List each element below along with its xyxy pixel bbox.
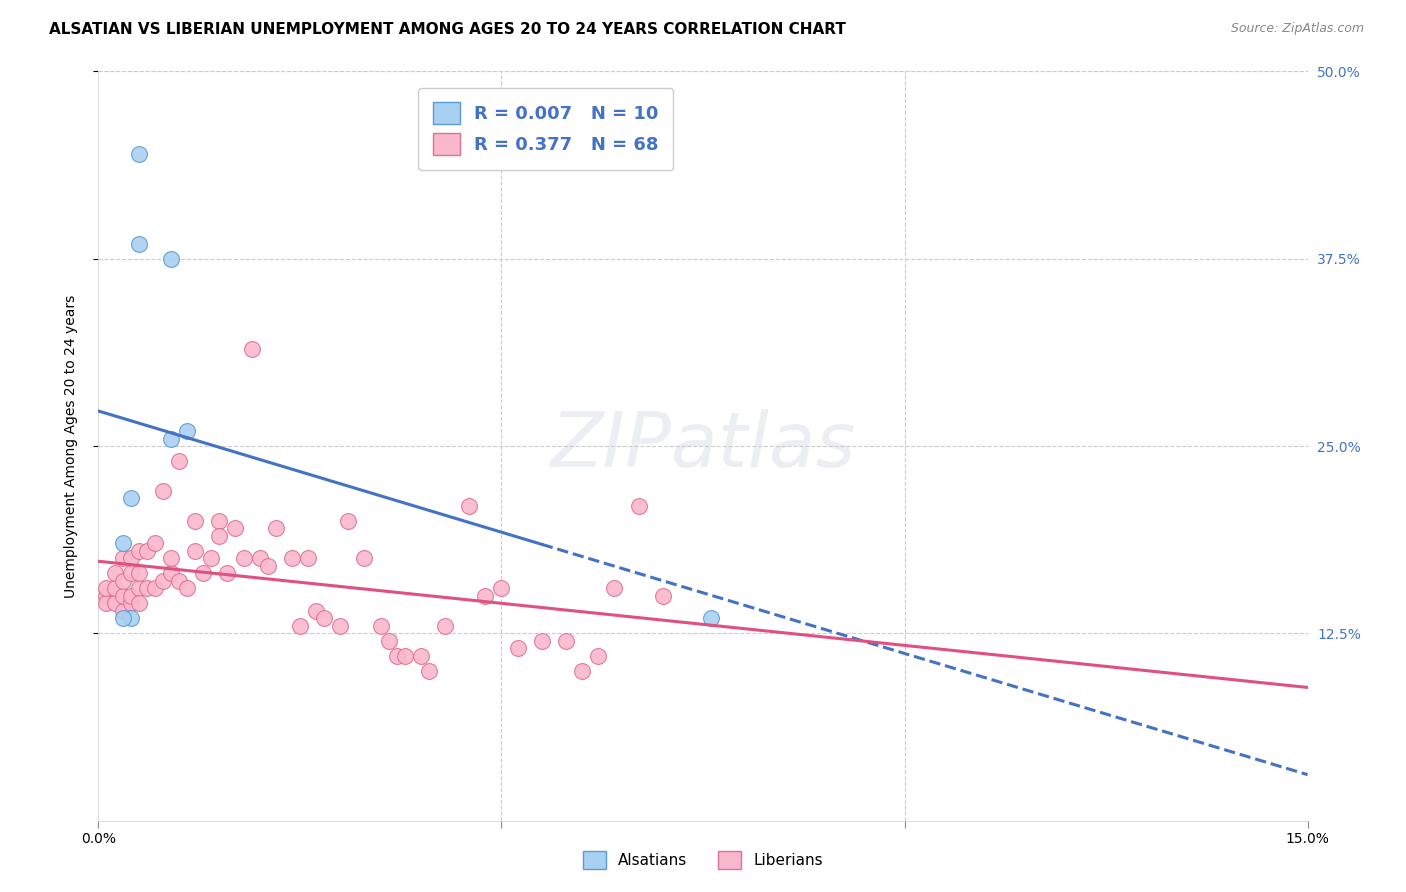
Point: [176, 424, 198, 438]
Point: [160, 252, 183, 266]
Point: [160, 566, 183, 581]
Point: [167, 574, 190, 588]
Legend: R = 0.007   N = 10, R = 0.377   N = 68: R = 0.007 N = 10, R = 0.377 N = 68: [419, 88, 673, 169]
Point: [143, 582, 166, 596]
Point: [530, 633, 553, 648]
Point: [143, 536, 166, 550]
Point: [184, 544, 207, 558]
Point: [249, 551, 271, 566]
Point: [555, 633, 578, 648]
Point: [409, 648, 432, 663]
Point: [96, 589, 118, 603]
Point: [571, 664, 593, 678]
Point: [120, 491, 142, 506]
Point: [120, 596, 142, 610]
Point: [224, 521, 246, 535]
Point: [418, 664, 440, 678]
Text: ZIPatlas: ZIPatlas: [550, 409, 856, 483]
Point: [128, 146, 150, 161]
Point: [103, 566, 125, 581]
Point: [434, 619, 457, 633]
Point: [377, 633, 399, 648]
Y-axis label: Unemployment Among Ages 20 to 24 years: Unemployment Among Ages 20 to 24 years: [63, 294, 77, 598]
Point: [128, 544, 150, 558]
Point: [193, 566, 215, 581]
Point: [208, 514, 231, 528]
Point: [160, 551, 183, 566]
Point: [394, 648, 416, 663]
Point: [700, 611, 723, 625]
Point: [200, 551, 222, 566]
Point: [305, 604, 328, 618]
Point: [256, 558, 278, 573]
Point: [281, 551, 304, 566]
Text: Source: ZipAtlas.com: Source: ZipAtlas.com: [1230, 22, 1364, 36]
Text: ALSATIAN VS LIBERIAN UNEMPLOYMENT AMONG AGES 20 TO 24 YEARS CORRELATION CHART: ALSATIAN VS LIBERIAN UNEMPLOYMENT AMONG …: [49, 22, 846, 37]
Point: [135, 544, 157, 558]
Point: [160, 432, 183, 446]
Point: [120, 589, 142, 603]
Legend: Alsatians, Liberians: Alsatians, Liberians: [576, 845, 830, 875]
Point: [314, 611, 336, 625]
Point: [474, 589, 496, 603]
Point: [111, 574, 134, 588]
Point: [353, 551, 375, 566]
Point: [370, 619, 392, 633]
Point: [458, 499, 481, 513]
Point: [120, 611, 142, 625]
Point: [208, 529, 231, 543]
Point: [152, 574, 174, 588]
Point: [128, 582, 150, 596]
Point: [96, 582, 118, 596]
Point: [111, 604, 134, 618]
Point: [651, 589, 673, 603]
Point: [506, 641, 529, 656]
Point: [297, 551, 319, 566]
Point: [627, 499, 650, 513]
Point: [217, 566, 239, 581]
Point: [167, 454, 190, 468]
Point: [603, 582, 626, 596]
Point: [385, 648, 408, 663]
Point: [111, 589, 134, 603]
Point: [288, 619, 311, 633]
Point: [232, 551, 254, 566]
Point: [128, 236, 150, 251]
Point: [103, 582, 125, 596]
Point: [128, 596, 150, 610]
Point: [128, 566, 150, 581]
Point: [111, 536, 134, 550]
Point: [111, 551, 134, 566]
Point: [152, 483, 174, 498]
Point: [264, 521, 287, 535]
Point: [184, 514, 207, 528]
Point: [120, 566, 142, 581]
Point: [96, 596, 118, 610]
Point: [329, 619, 352, 633]
Point: [103, 596, 125, 610]
Point: [337, 514, 360, 528]
Point: [135, 582, 157, 596]
Point: [240, 342, 263, 356]
Point: [586, 648, 609, 663]
Point: [176, 582, 198, 596]
Point: [111, 611, 134, 625]
Point: [491, 582, 513, 596]
Point: [120, 551, 142, 566]
